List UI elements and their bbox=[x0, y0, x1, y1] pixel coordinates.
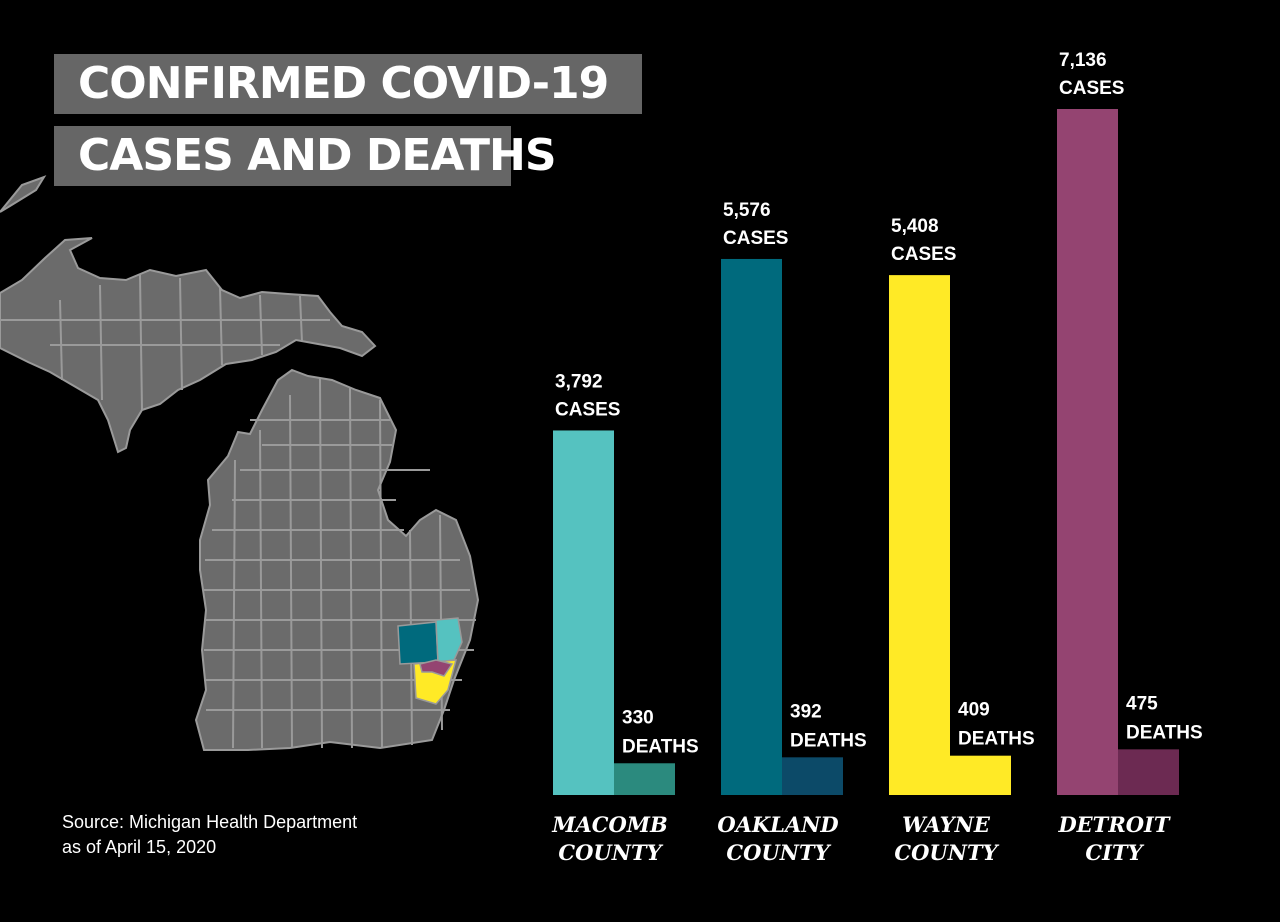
cases-value-label: 3,792 bbox=[555, 371, 603, 392]
highlighted-counties bbox=[397, 617, 463, 705]
source-line-2: as of April 15, 2020 bbox=[62, 837, 217, 857]
title-line-1: CONFIRMED COVID-19 bbox=[54, 54, 642, 114]
category-sublabel: COUNTY bbox=[726, 840, 831, 865]
cases-unit-label: CASES bbox=[1059, 78, 1124, 99]
deaths-unit-label: DEATHS bbox=[790, 730, 867, 751]
cases-unit-label: CASES bbox=[891, 244, 956, 265]
deaths-value-label: 330 bbox=[622, 707, 654, 728]
deaths-bar bbox=[614, 763, 675, 795]
cases-bar bbox=[721, 258, 782, 795]
deaths-unit-label: DEATHS bbox=[1126, 722, 1203, 743]
deaths-unit-label: DEATHS bbox=[622, 736, 699, 757]
category-sublabel: CITY bbox=[1085, 840, 1144, 865]
cases-unit-label: CASES bbox=[723, 228, 788, 249]
source-note: Source: Michigan Health Department as of… bbox=[62, 810, 357, 860]
category-label: OAKLAND bbox=[717, 812, 839, 837]
michigan-county-map bbox=[0, 175, 480, 751]
deaths-value-label: 475 bbox=[1126, 693, 1158, 714]
macomb-county-shape bbox=[435, 617, 463, 663]
category-sublabel: COUNTY bbox=[894, 840, 999, 865]
deaths-bar bbox=[1118, 749, 1179, 795]
source-line-1: Source: Michigan Health Department bbox=[62, 812, 358, 832]
cases-bar bbox=[1057, 109, 1118, 795]
deaths-bar bbox=[782, 757, 843, 795]
deaths-bar bbox=[950, 755, 1011, 795]
detroit-city-shape bbox=[419, 659, 454, 677]
category-label: DETROIT bbox=[1057, 812, 1170, 837]
deaths-value-label: 409 bbox=[958, 700, 990, 721]
cases-value-label: 7,136 bbox=[1059, 50, 1107, 71]
title-line-2: CASES AND DEATHS bbox=[54, 126, 557, 186]
category-label: WAYNE bbox=[902, 812, 991, 837]
cases-unit-label: CASES bbox=[555, 399, 620, 420]
category-sublabel: COUNTY bbox=[558, 840, 663, 865]
deaths-value-label: 392 bbox=[790, 701, 822, 722]
cases-bar bbox=[889, 275, 950, 795]
cases-value-label: 5,408 bbox=[891, 216, 939, 237]
category-label: MACOMB bbox=[551, 812, 668, 837]
deaths-unit-label: DEATHS bbox=[958, 729, 1035, 750]
cases-value-label: 5,576 bbox=[723, 200, 771, 221]
cases-bar bbox=[553, 430, 614, 795]
